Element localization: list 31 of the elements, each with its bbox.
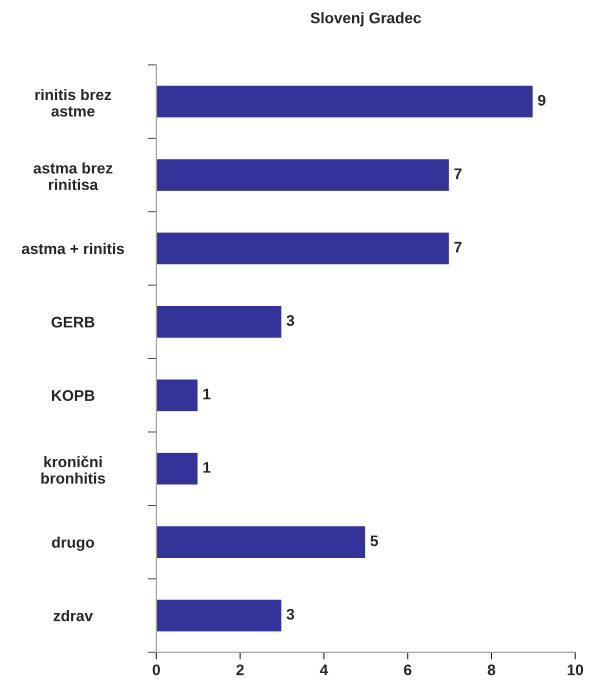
y-tick-label: zdrav <box>54 610 93 622</box>
x-tick-label: 0 <box>152 664 160 676</box>
x-tick-label: 10 <box>568 664 584 676</box>
data-label: 3 <box>286 315 294 326</box>
bar <box>156 524 366 560</box>
y-tick-label: GERB <box>52 316 94 328</box>
bar <box>156 451 199 486</box>
y-tick-label: rinitis brez astme <box>35 88 112 117</box>
data-label: 5 <box>370 536 378 546</box>
data-label: 9 <box>538 94 546 106</box>
x-tick-label: 8 <box>488 664 496 676</box>
chart-title: Slovenj Gradec <box>310 12 421 26</box>
x-tick-label: 6 <box>404 664 412 676</box>
bar <box>156 598 283 633</box>
y-tick-label: KOPB <box>52 390 94 401</box>
x-tick-label: 4 <box>320 664 328 676</box>
bar <box>156 304 283 340</box>
y-tick-label: drugo <box>52 536 94 551</box>
data-label: 7 <box>454 242 462 252</box>
data-label: 1 <box>203 388 210 400</box>
bar <box>156 231 450 266</box>
data-label: 3 <box>286 608 294 620</box>
data-label: 1 <box>203 462 210 473</box>
bar <box>156 84 534 119</box>
bar <box>156 378 199 412</box>
bar <box>156 158 450 192</box>
y-tick-label: astma brez rinitisa <box>34 162 112 190</box>
x-tick-label: 2 <box>236 664 244 676</box>
data-label: 7 <box>454 168 462 179</box>
y-tick-label: kronični bronhitis <box>41 456 106 484</box>
y-tick-label: astma + rinitis <box>22 242 124 254</box>
